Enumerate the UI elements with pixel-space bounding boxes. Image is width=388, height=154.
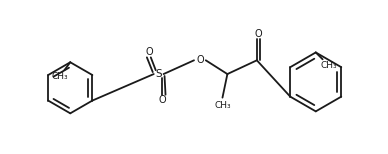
- Text: O: O: [254, 29, 262, 39]
- Text: O: O: [196, 55, 204, 65]
- Text: CH₃: CH₃: [51, 71, 68, 81]
- Text: O: O: [159, 95, 166, 105]
- Text: O: O: [145, 47, 152, 57]
- Text: CH₃: CH₃: [320, 61, 337, 70]
- Text: CH₃: CH₃: [214, 101, 231, 110]
- Text: S: S: [155, 69, 162, 79]
